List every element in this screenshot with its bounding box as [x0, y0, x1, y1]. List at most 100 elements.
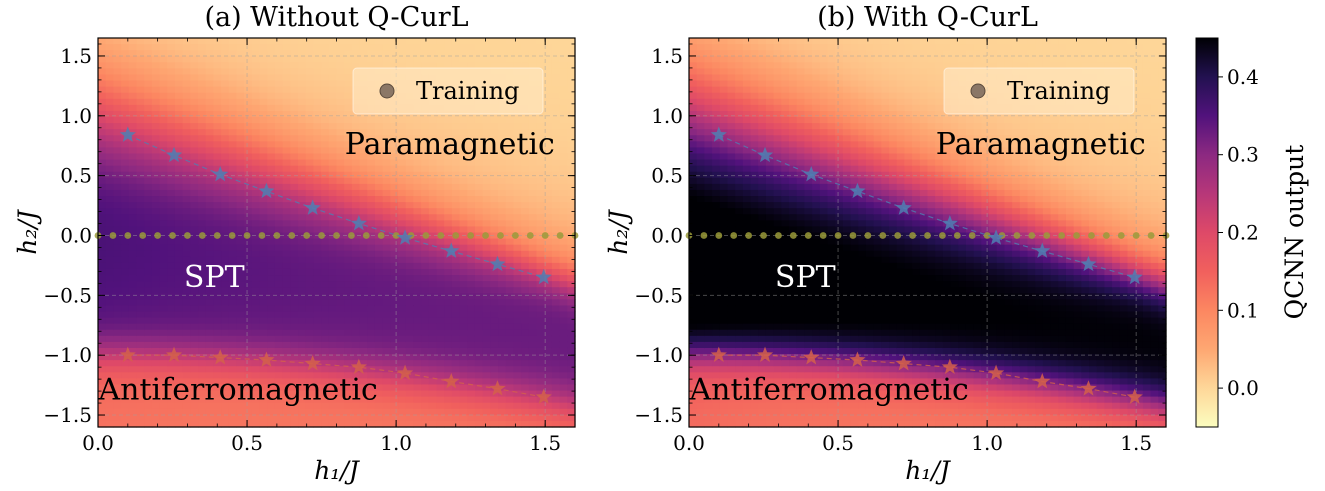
heatmap-cell	[144, 220, 153, 228]
heatmap-cell	[374, 56, 384, 63]
heatmap-cell	[228, 226, 238, 234]
heatmap-cell	[544, 38, 553, 45]
heatmap-cell	[282, 244, 291, 252]
heatmap-cell	[382, 329, 391, 337]
heatmap-cell	[298, 341, 307, 349]
heatmap-cell	[436, 214, 445, 221]
heatmap-cell	[773, 402, 782, 410]
heatmap-cell	[765, 68, 775, 76]
heatmap-cell	[336, 56, 345, 63]
heatmap-cell	[98, 123, 107, 130]
heatmap-cell	[559, 171, 568, 179]
heatmap-cell	[459, 189, 468, 197]
heatmap-cell	[374, 414, 384, 422]
heatmap-cell	[128, 262, 138, 270]
heatmap-cell	[151, 183, 161, 191]
heatmap-cell	[336, 378, 345, 386]
heatmap-cell	[421, 293, 430, 300]
heatmap-cell	[436, 177, 445, 185]
heatmap-cell	[274, 384, 284, 392]
heatmap-cell	[290, 305, 299, 313]
heatmap-cell	[505, 341, 515, 349]
training-point	[139, 232, 147, 239]
heatmap-cell	[482, 141, 491, 149]
heatmap-cell	[274, 135, 284, 142]
heatmap-cell	[765, 335, 775, 343]
heatmap-cell	[689, 305, 698, 313]
heatmap-cell	[274, 38, 284, 45]
heatmap-cell	[765, 80, 775, 88]
heatmap-cell	[374, 372, 384, 379]
heatmap-cell	[121, 360, 130, 367]
y-tick-label: 0.0	[60, 223, 92, 247]
heatmap-cell	[213, 378, 222, 386]
heatmap-cell	[174, 44, 184, 51]
heatmap-cell	[128, 56, 138, 63]
heatmap-cell	[367, 56, 376, 63]
heatmap-cell	[344, 305, 353, 313]
heatmap-cell	[151, 50, 161, 57]
heatmap-cell	[305, 256, 315, 264]
heatmap-cell	[321, 196, 330, 203]
heatmap-cell	[773, 305, 782, 313]
heatmap-cell	[344, 135, 353, 142]
heatmap-cell	[758, 104, 767, 112]
heatmap-cell	[727, 177, 736, 185]
heatmap-cell	[559, 305, 568, 313]
heatmap-cell	[513, 311, 522, 319]
heatmap-cell	[105, 183, 114, 191]
heatmap-cell	[459, 238, 468, 246]
heatmap-cell	[544, 196, 553, 203]
heatmap-cell	[159, 347, 168, 355]
heatmap-cell	[282, 177, 291, 185]
heatmap-cell	[444, 366, 453, 373]
heatmap-cell	[244, 317, 253, 325]
heatmap-cell	[274, 98, 284, 106]
heatmap-cell	[528, 117, 538, 124]
heatmap-cell	[359, 165, 368, 173]
heatmap-cell	[198, 317, 207, 325]
heatmap-cell	[719, 402, 729, 410]
heatmap-cell	[405, 123, 415, 130]
heatmap-cell	[198, 159, 207, 167]
heatmap-cell	[205, 287, 214, 294]
heatmap-cell	[765, 323, 775, 331]
heatmap-cell	[190, 208, 199, 215]
heatmap-cell	[321, 287, 330, 294]
heatmap-cell	[167, 110, 176, 118]
heatmap-cell	[344, 268, 353, 276]
heatmap-cell	[121, 305, 130, 313]
heatmap-cell	[236, 287, 245, 294]
heatmap-cell	[174, 384, 184, 392]
heatmap-cell	[328, 268, 338, 276]
heatmap-cell	[282, 347, 291, 355]
heatmap-cell	[428, 347, 438, 355]
heatmap-cell	[712, 244, 721, 252]
heatmap-cell	[436, 165, 445, 173]
heatmap-cell	[113, 189, 122, 197]
heatmap-cell	[689, 56, 698, 63]
heatmap-cell	[282, 317, 291, 325]
heatmap-cell	[459, 117, 468, 124]
heatmap-cell	[382, 183, 391, 191]
heatmap-cell	[274, 408, 284, 416]
heatmap-cell	[367, 135, 376, 142]
heatmap-cell	[521, 372, 530, 379]
heatmap-cell	[513, 183, 522, 191]
heatmap-cell	[344, 226, 353, 234]
heatmap-cell	[444, 123, 453, 130]
heatmap-cell	[367, 323, 376, 331]
heatmap-cell	[344, 372, 353, 379]
heatmap-cell	[136, 311, 145, 319]
heatmap-cell	[113, 305, 122, 313]
heatmap-cell	[359, 262, 368, 270]
heatmap-cell	[144, 268, 153, 276]
heatmap-cell	[328, 62, 338, 69]
heatmap-cell	[267, 366, 276, 373]
heatmap-cell	[98, 268, 107, 276]
heatmap-cell	[421, 159, 430, 167]
heatmap-cell	[551, 189, 561, 197]
heatmap-cell	[282, 141, 291, 149]
heatmap-cell	[505, 299, 515, 307]
heatmap-cell	[151, 408, 161, 416]
